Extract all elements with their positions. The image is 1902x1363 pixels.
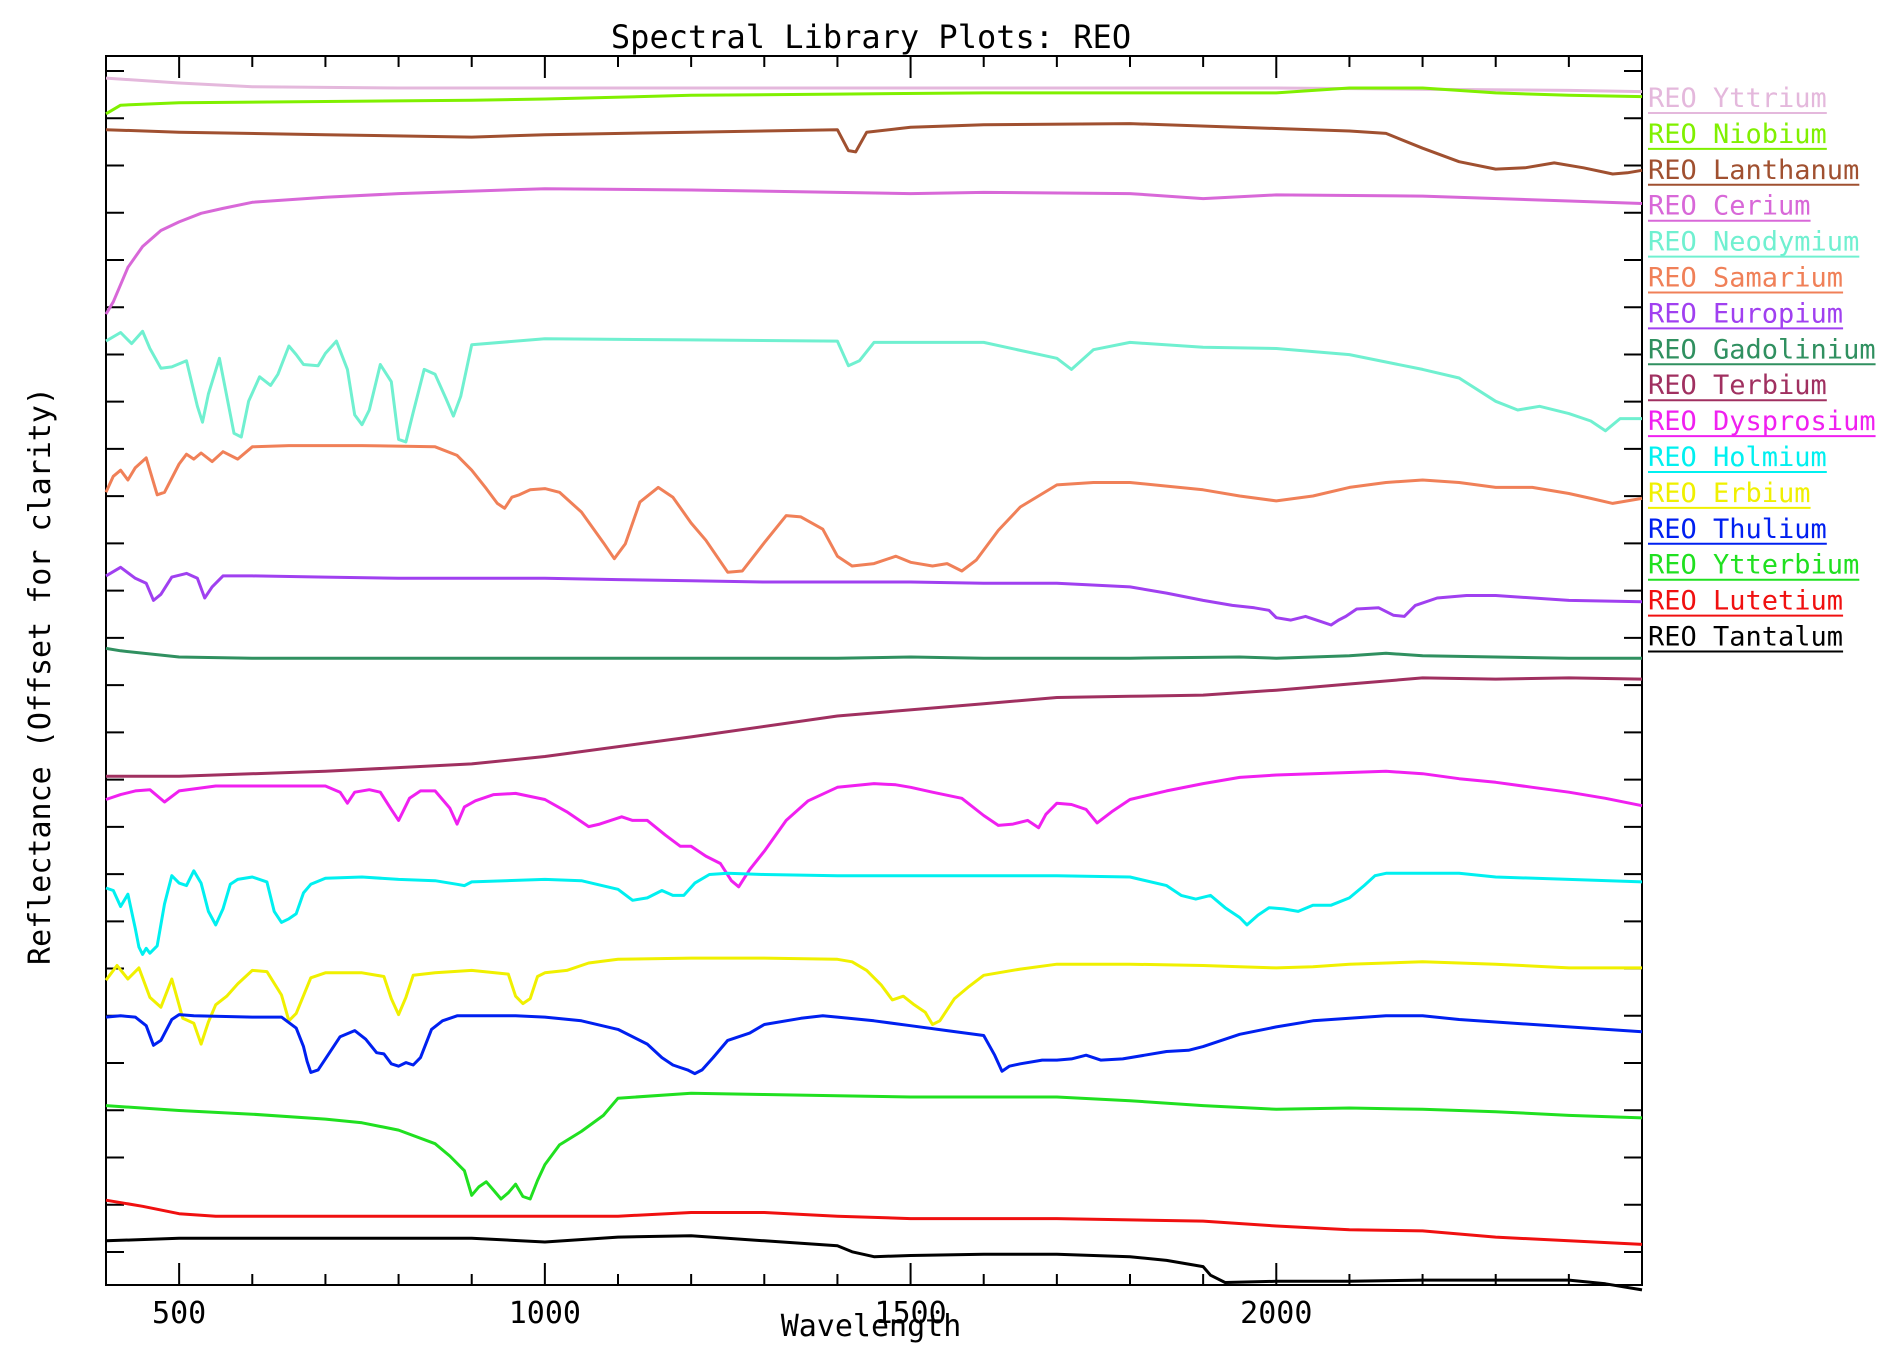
legend-entry: REO_Ytterbium bbox=[1648, 550, 1859, 581]
legend-entry: REO_Lanthanum bbox=[1648, 155, 1859, 186]
series-line-reo-neodymium bbox=[105, 329, 1642, 444]
legend: REO_Yttrium REO_Niobium REO_Lanthanum REO_C… bbox=[1648, 83, 1876, 653]
x-axis-ticks: 500 1000 1500 2000 bbox=[105, 56, 1643, 1331]
series-line-reo-erbium bbox=[104, 956, 1642, 1046]
series-line-reo-dysprosium bbox=[105, 769, 1643, 889]
legend-entry: REO_Yttrium bbox=[1648, 83, 1827, 114]
plot-frame bbox=[105, 55, 1643, 1286]
series-line-reo-lutetium bbox=[105, 1198, 1643, 1246]
legend-entry: REO_Gadolinium bbox=[1648, 334, 1876, 365]
series-line-reo-holmium bbox=[105, 869, 1643, 956]
series-line-reo-gadolinium bbox=[105, 646, 1642, 660]
series-line-reo-terbium bbox=[106, 676, 1643, 778]
series-line-reo-yttrium bbox=[105, 76, 1643, 94]
legend-entry: REO_Holmium bbox=[1648, 442, 1827, 473]
legend-entry: REO_Niobium bbox=[1648, 119, 1827, 150]
legend-entry: REO_Terbium bbox=[1648, 370, 1827, 401]
x-tick-label: 1000 bbox=[509, 1296, 581, 1331]
series-line-reo-samarium bbox=[104, 444, 1643, 574]
legend-entry: REO_Neodymium bbox=[1648, 227, 1859, 258]
legend-entry: REO_Erbium bbox=[1648, 478, 1811, 509]
series-line-reo-ytterbium bbox=[105, 1091, 1643, 1201]
legend-entry: REO_Europium bbox=[1648, 298, 1843, 329]
x-tick-label: 1500 bbox=[874, 1296, 946, 1331]
series-line-reo-europium bbox=[105, 565, 1643, 627]
x-tick-label: 2000 bbox=[1240, 1296, 1312, 1331]
legend-entry: REO_Dysprosium bbox=[1648, 406, 1876, 437]
series-line-reo-tantalum bbox=[105, 1234, 1643, 1292]
legend-entry: REO_Lutetium bbox=[1648, 586, 1843, 617]
legend-entry: REO_Tantalum bbox=[1648, 622, 1843, 653]
series-line-reo-cerium bbox=[104, 187, 1643, 315]
legend-entry: REO_Samarium bbox=[1648, 263, 1843, 294]
series-line-reo-niobium bbox=[105, 86, 1643, 116]
x-axis-label: Wavelength bbox=[781, 1309, 962, 1344]
y-axis-ticks bbox=[106, 70, 1642, 1253]
series-line-reo-lanthanum bbox=[105, 122, 1643, 176]
series-line-reo-thulium bbox=[105, 1013, 1643, 1076]
series-layer bbox=[104, 76, 1643, 1292]
y-axis-label: Reflectance (Offset for clarity) bbox=[23, 387, 58, 965]
x-tick-label: 500 bbox=[152, 1296, 206, 1331]
legend-entry: REO_Cerium bbox=[1648, 191, 1811, 222]
chart-title: Spectral Library Plots: REO bbox=[611, 18, 1131, 56]
plot-border bbox=[105, 55, 1643, 1286]
legend-entry: REO_Thulium bbox=[1648, 514, 1827, 545]
